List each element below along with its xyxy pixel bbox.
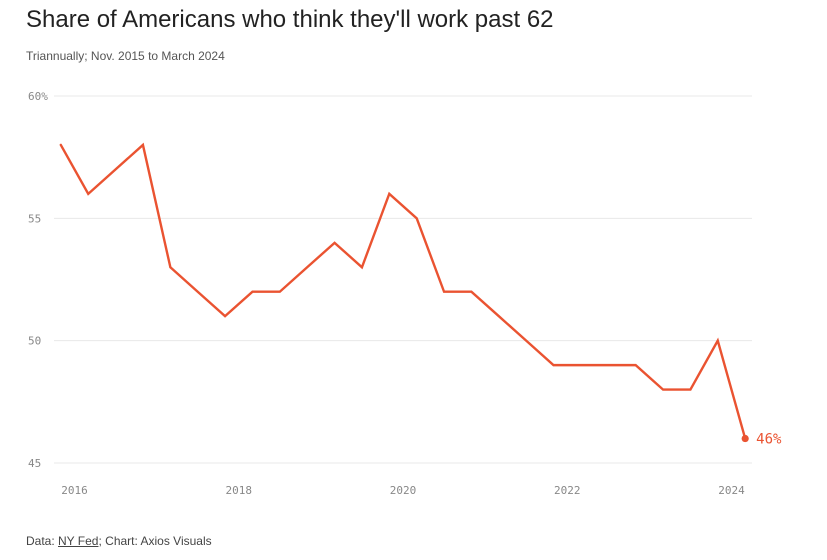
- end-value-label: 46%: [756, 432, 782, 448]
- x-tick-label: 2016: [61, 484, 88, 497]
- y-tick-label: 55: [28, 212, 41, 225]
- footer-prefix: Data:: [26, 534, 59, 548]
- chart-subtitle: Triannually; Nov. 2015 to March 2024: [26, 49, 225, 63]
- x-tick-label: 2022: [554, 484, 581, 497]
- source-link[interactable]: NY Fed: [58, 534, 99, 548]
- x-tick-label: 2020: [390, 484, 417, 497]
- chart-title: Share of Americans who think they'll wor…: [26, 6, 554, 33]
- y-tick-label: 50: [28, 335, 41, 348]
- x-tick-label: 2024: [718, 484, 745, 497]
- y-tick-label: 60%: [28, 90, 48, 103]
- x-tick-label: 2018: [226, 484, 253, 497]
- y-tick-label: 45: [28, 457, 41, 470]
- end-point-dot: [741, 434, 749, 443]
- chart-footer: Data: NY Fed; Chart: Axios Visuals: [26, 534, 212, 548]
- data-line: [59, 142, 747, 440]
- footer-suffix: ; Chart: Axios Visuals: [98, 534, 212, 548]
